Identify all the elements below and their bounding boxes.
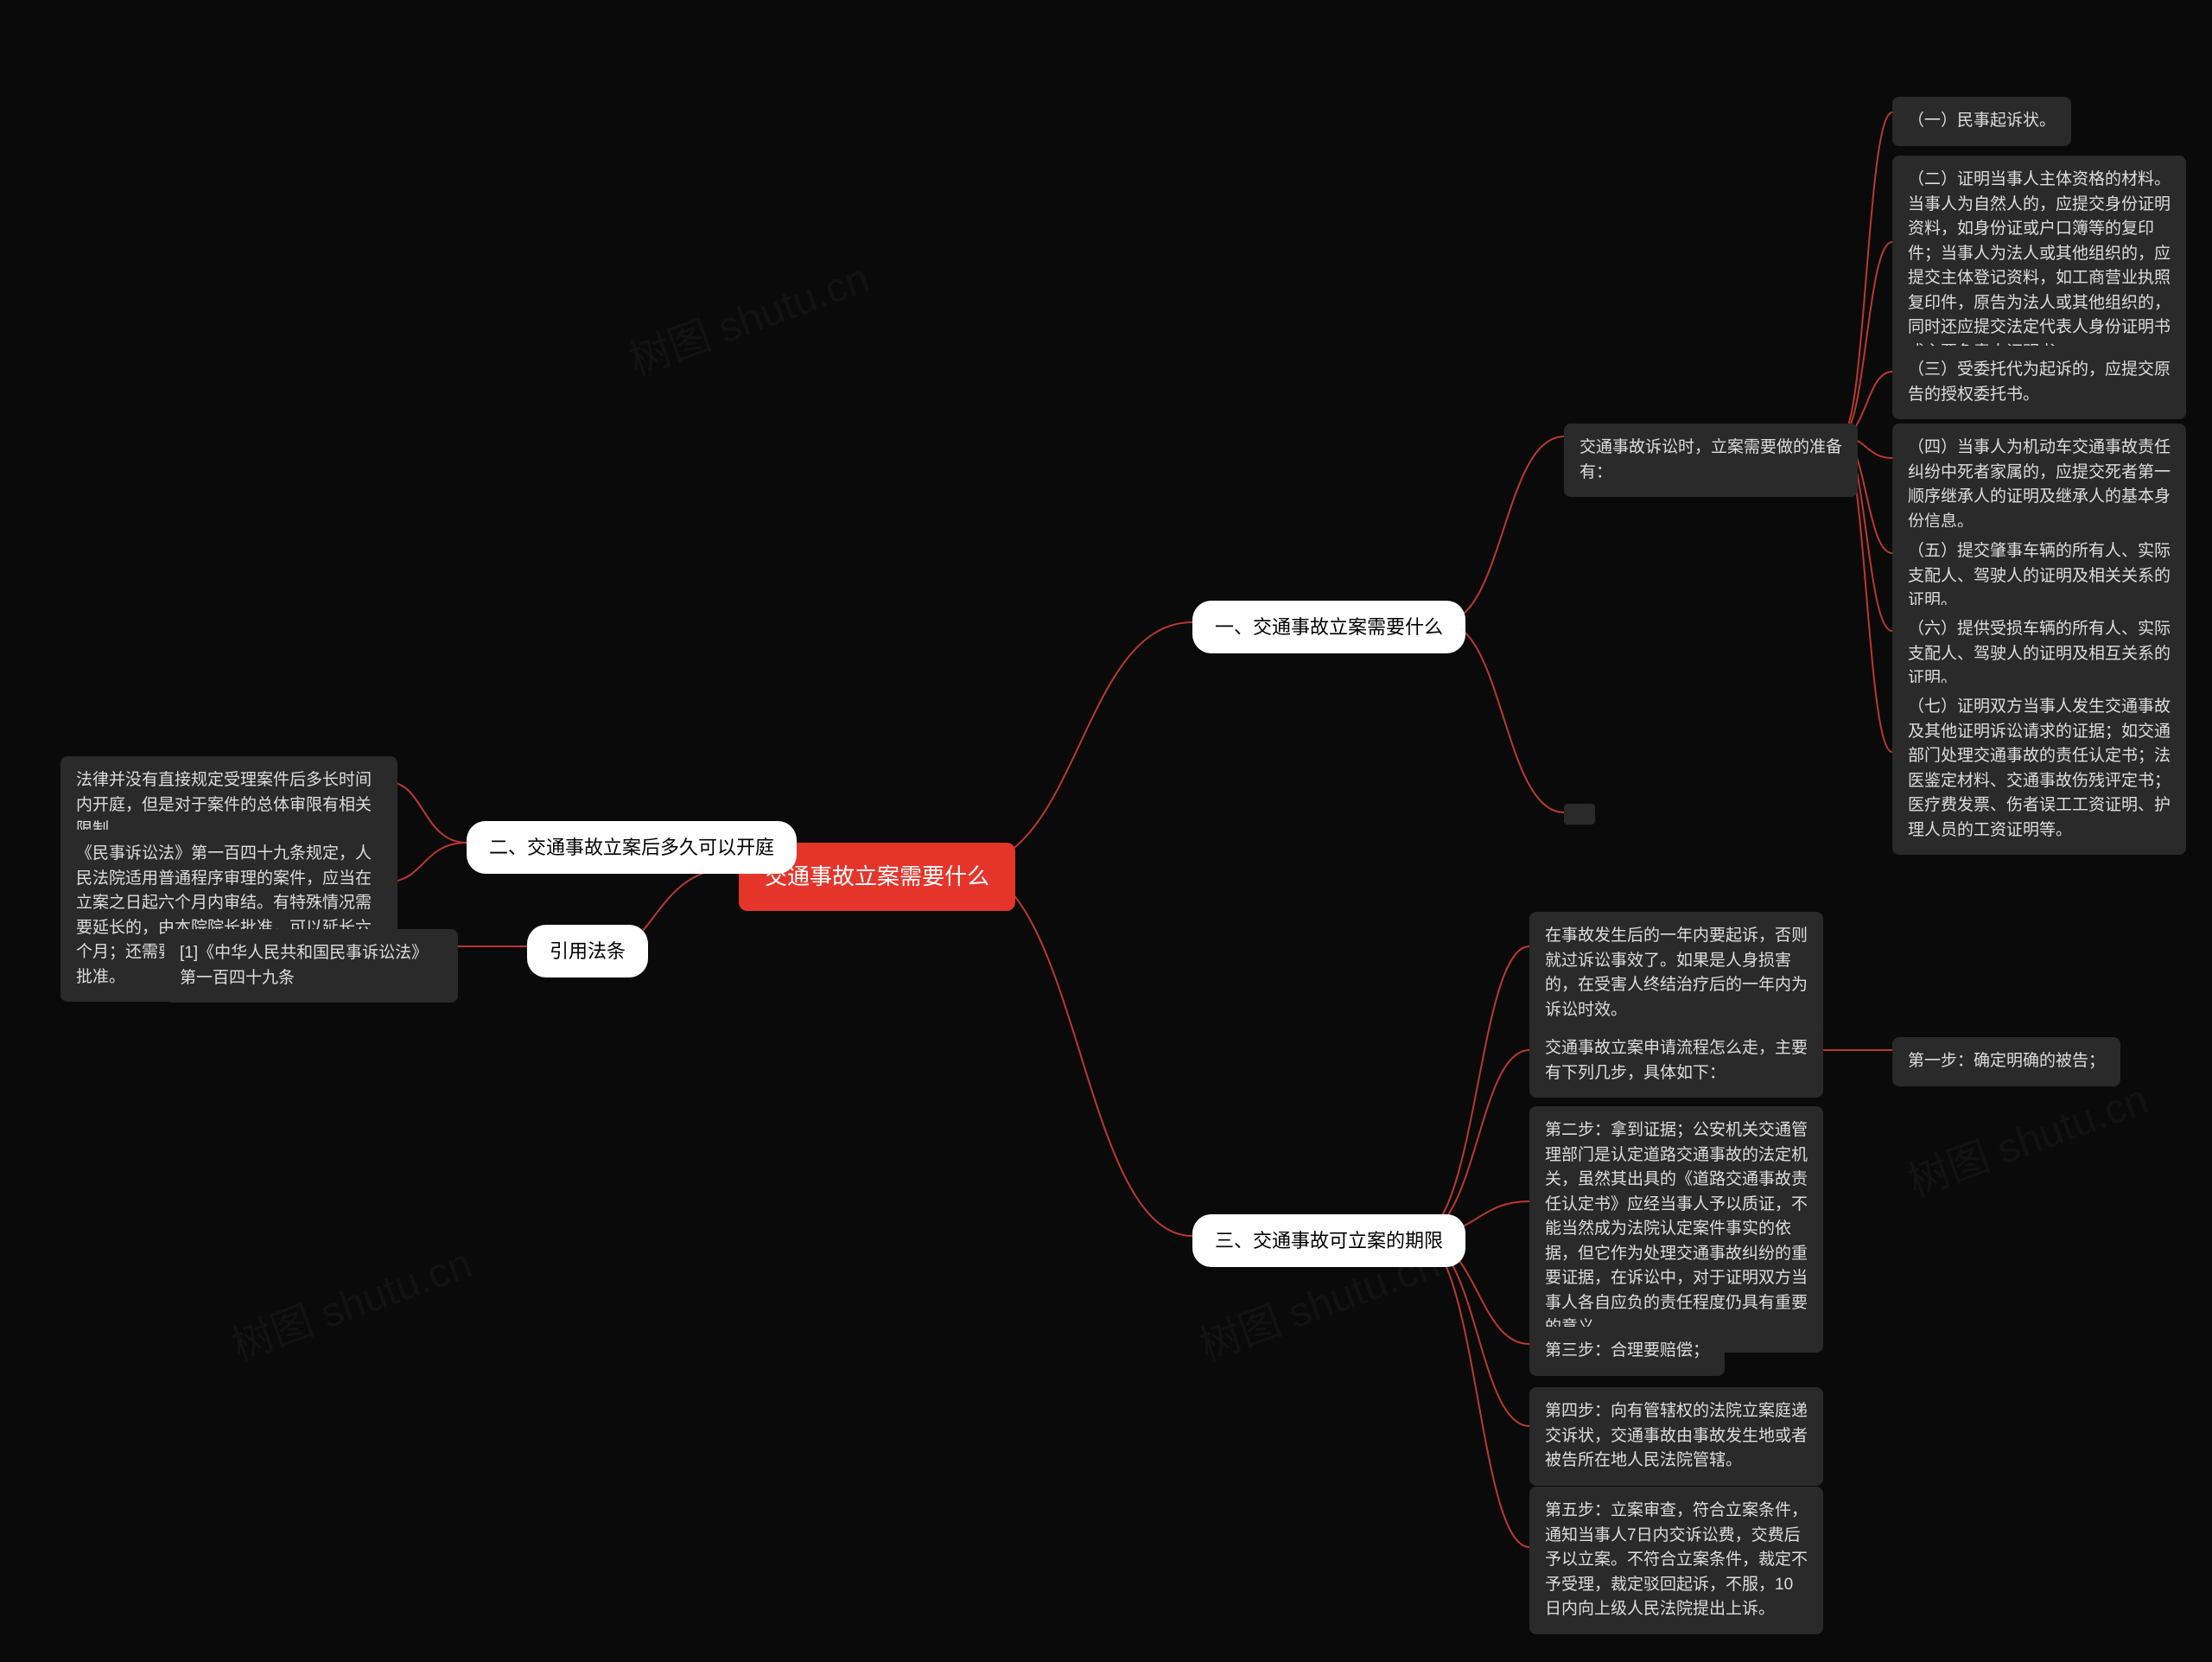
branch-1[interactable]: 一、交通事故立案需要什么 xyxy=(1192,601,1465,653)
watermark: 树图 shutu.cn xyxy=(1898,1065,2155,1207)
b3-leaf-2[interactable]: 交通事故立案申请流程怎么走，主要有下列几步，具体如下： xyxy=(1529,1024,1823,1098)
b3-leaf-6[interactable]: 第五步：立案审查，符合立案条件，通知当事人7日内交诉讼费，交费后予以立案。不符合… xyxy=(1529,1487,1823,1634)
b1-leaf-2[interactable]: （二）证明当事人主体资格的材料。当事人为自然人的，应提交身份证明资料，如身份证或… xyxy=(1892,156,2186,377)
b1-leaf-1[interactable]: （一）民事起诉状。 xyxy=(1892,97,2071,146)
b4-leaf-1[interactable]: [1]《中华人民共和国民事诉讼法》第一百四十九条 xyxy=(164,929,458,1003)
branch-2[interactable]: 二、交通事故立案后多久可以开庭 xyxy=(467,821,797,874)
b3-leaf-4[interactable]: 第三步：合理要赔偿； xyxy=(1529,1327,1725,1376)
branch-4[interactable]: 引用法条 xyxy=(527,925,648,977)
b3-leaf-3[interactable]: 第二步：拿到证据；公安机关交通管理部门是认定道路交通事故的法定机关，虽然其出具的… xyxy=(1529,1106,1823,1353)
b3-leaf-2-sub[interactable]: 第一步：确定明确的被告； xyxy=(1892,1037,2120,1086)
branch-1-sub[interactable]: 交通事故诉讼时，立案需要做的准备有： xyxy=(1564,423,1858,497)
watermark: 树图 shutu.cn xyxy=(222,1229,479,1372)
branch-1-placeholder xyxy=(1564,804,1595,825)
watermark: 树图 shutu.cn xyxy=(620,244,876,386)
b3-leaf-1[interactable]: 在事故发生后的一年内要起诉，否则就过诉讼事效了。如果是人身损害的，在受害人终结治… xyxy=(1529,912,1823,1035)
b3-leaf-5[interactable]: 第四步：向有管辖权的法院立案庭递交诉状，交通事故由事故发生地或者被告所在地人民法… xyxy=(1529,1387,1823,1486)
b1-leaf-7[interactable]: （七）证明双方当事人发生交通事故及其他证明诉讼请求的证据；如交通部门处理交通事故… xyxy=(1892,683,2186,855)
b1-leaf-3[interactable]: （三）受委托代为起诉的，应提交原告的授权委托书。 xyxy=(1892,346,2186,419)
branch-3[interactable]: 三、交通事故可立案的期限 xyxy=(1192,1214,1465,1267)
